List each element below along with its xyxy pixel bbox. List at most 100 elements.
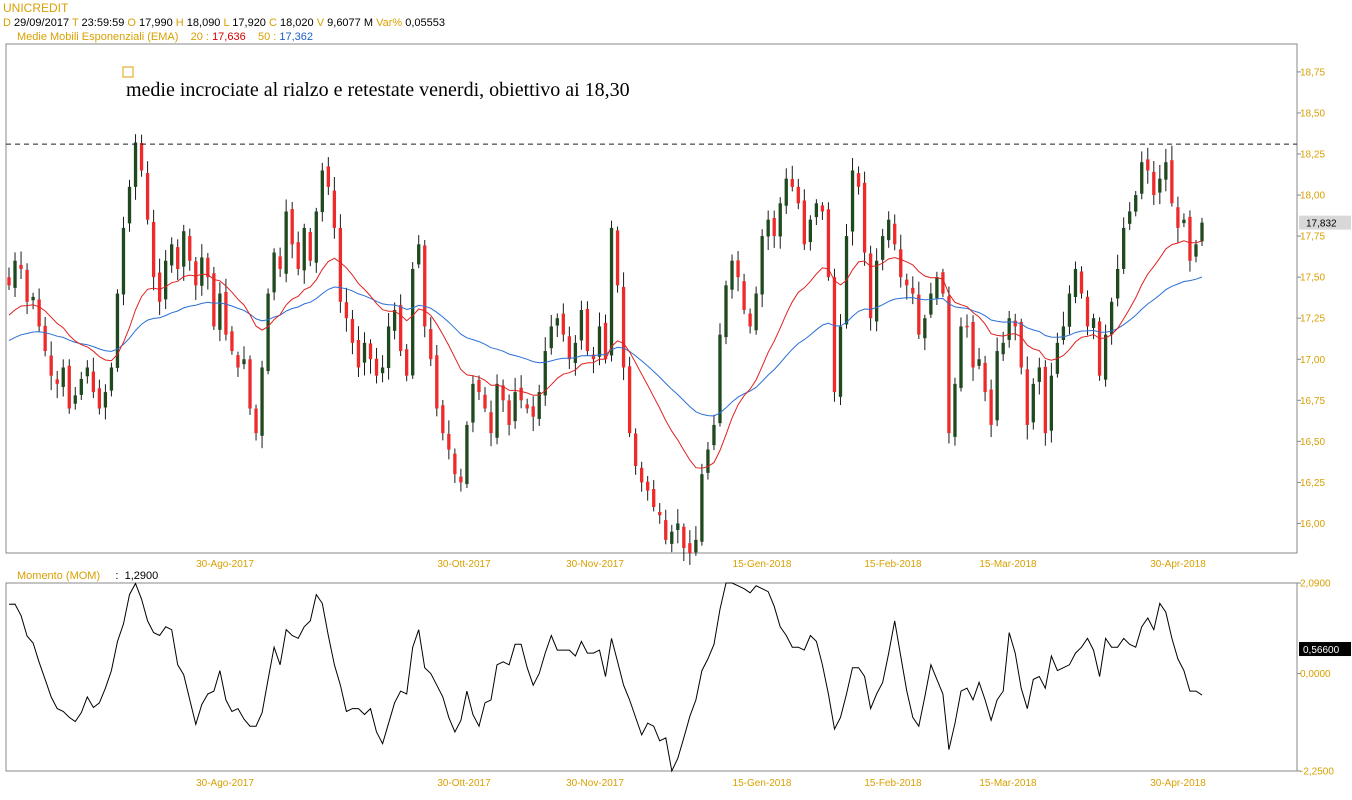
candle-up (163, 250, 168, 310)
candle-body (1025, 369, 1029, 425)
candle-body (814, 203, 819, 218)
candle-down (639, 461, 644, 492)
momentum-line (8, 582, 1203, 773)
candle-up (182, 224, 186, 281)
candle-body (1037, 367, 1041, 382)
candle-body (808, 219, 813, 243)
candle-down (947, 286, 951, 444)
price-y-tick-label: 18,50 (1300, 108, 1325, 119)
candle-body (790, 179, 794, 187)
candle-body (489, 412, 493, 434)
candle-body (621, 286, 626, 368)
candle-down (736, 251, 740, 292)
candle-body (194, 261, 198, 286)
candle-body (85, 367, 89, 377)
candle-body (405, 349, 409, 376)
ema-legend-label: Medie Mobili Esponenziali (EMA) (17, 31, 179, 43)
candle-down (585, 301, 590, 356)
candle-down (1025, 356, 1029, 440)
candle-down (19, 251, 23, 280)
candle-body (1109, 301, 1114, 335)
readout-date: 29/09/2017 (14, 17, 70, 29)
candle-down (405, 344, 409, 382)
candle-down (435, 345, 439, 417)
candle-body (929, 293, 933, 315)
candle-down (796, 178, 800, 210)
candle-body (501, 385, 505, 401)
candle-body (459, 476, 463, 483)
candle-body (742, 281, 746, 310)
candle-down (820, 202, 825, 220)
candle-down (941, 268, 945, 298)
candle-down (652, 480, 656, 512)
ema-legend[interactable]: Medie Mobili Esponenziali (EMA) 20 : 17,… (17, 31, 314, 43)
candle-down (139, 134, 144, 177)
candle-up (887, 211, 891, 248)
candle-body (477, 379, 481, 393)
candle-down (627, 356, 632, 438)
candle-up (953, 377, 957, 446)
candle-body (1001, 342, 1005, 355)
candle-body (495, 383, 499, 438)
momentum-legend[interactable]: Momento (MOM) : 1,2900 (17, 570, 159, 582)
candle-down (633, 428, 638, 475)
candle-up (995, 337, 999, 427)
price-y-tick-label: 18,75 (1300, 67, 1325, 78)
candle-up (1103, 324, 1108, 387)
candle-down (248, 355, 252, 416)
candle-body (344, 302, 349, 319)
candle-down (459, 468, 463, 492)
candle-body (718, 334, 722, 424)
candle-body (362, 342, 367, 363)
candle-body (766, 219, 770, 237)
candle-body (218, 293, 222, 330)
price-x-tick-label: 30-Ott-2017 (437, 559, 491, 570)
candle-body (1200, 222, 1204, 242)
candle-body (374, 358, 379, 376)
candle-up (115, 289, 120, 372)
candle-body (1152, 171, 1156, 196)
candle-up (537, 384, 541, 426)
momentum-last-box (1299, 642, 1351, 657)
candle-down (483, 387, 487, 413)
price-y-tick-label: 17,75 (1300, 232, 1325, 243)
candle-up (284, 199, 288, 283)
candle-up (597, 312, 602, 366)
candle-up (314, 207, 318, 273)
last-price-label: 17,832 (1306, 219, 1337, 230)
candle-body (832, 277, 837, 393)
candle-body (1194, 244, 1198, 257)
candle-down (664, 509, 668, 545)
readout-volume: 9,6077 M (327, 17, 374, 29)
candle-body (887, 219, 891, 241)
candle-body (73, 395, 77, 404)
candle-body (603, 322, 608, 360)
candle-down (477, 375, 481, 401)
candle-body (796, 186, 800, 204)
candle-body (31, 296, 35, 301)
candle-down (917, 281, 921, 339)
candle-up (411, 262, 415, 379)
candle-up (694, 526, 698, 556)
candle-down (682, 523, 686, 562)
candle-down (212, 266, 216, 330)
candle-body (953, 383, 957, 437)
candle-down (989, 379, 993, 438)
candle-body (1031, 383, 1035, 423)
candle-up (718, 323, 722, 427)
candle-down (290, 201, 294, 259)
candle-body (115, 293, 120, 368)
ema50-value: 17,362 (279, 31, 314, 43)
candle-down (453, 448, 457, 484)
candle-body (838, 326, 843, 397)
candle-body (627, 366, 632, 434)
candle-body (1188, 216, 1192, 261)
candle-down (561, 303, 565, 342)
candle-body (91, 371, 96, 393)
candle-up (706, 442, 710, 480)
candle-down (1019, 318, 1023, 375)
candle-body (272, 252, 276, 293)
symbol-title: UNICREDIT (3, 1, 69, 15)
candle-body (1079, 271, 1084, 294)
